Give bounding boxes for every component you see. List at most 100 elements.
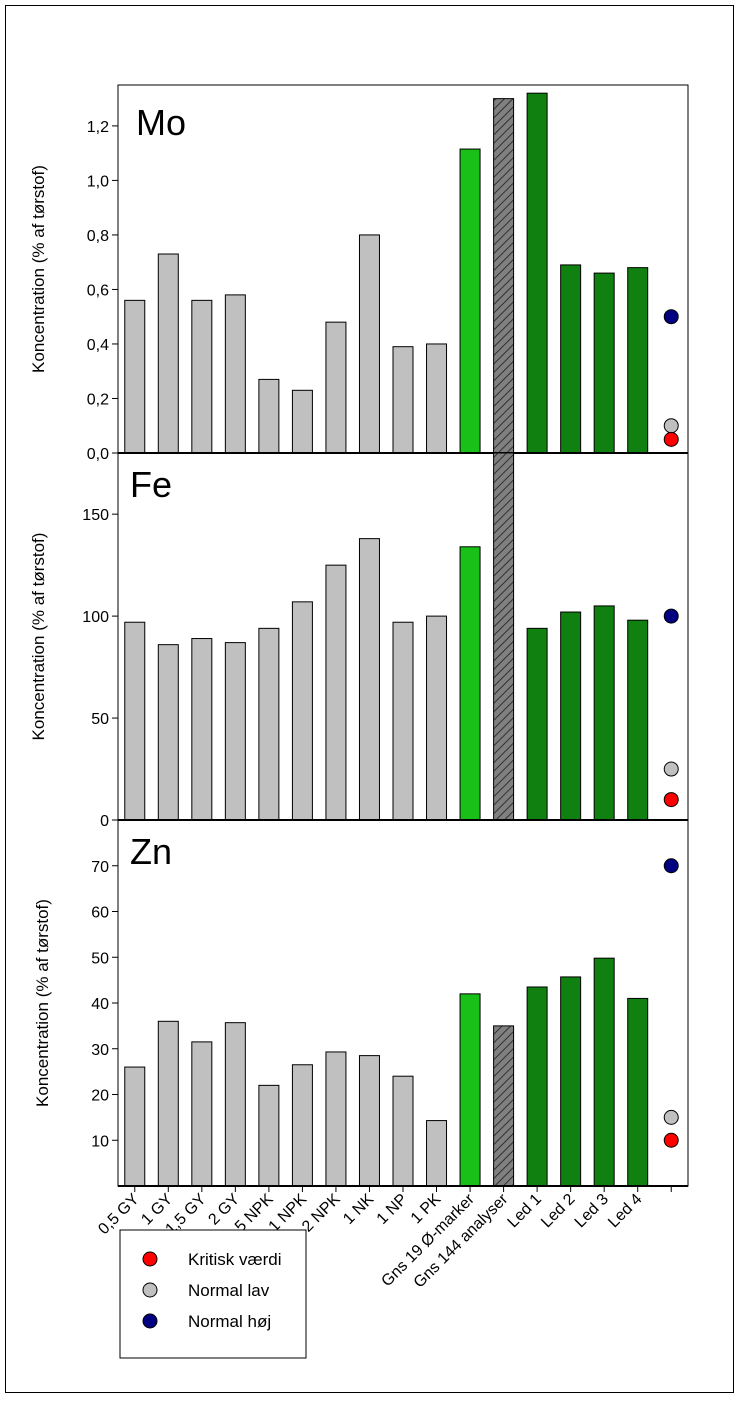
bar-mo-1 <box>124 299 146 454</box>
bar-zn-12 <box>493 1025 515 1187</box>
y-tick-label: 1,2 <box>87 119 109 136</box>
y-tick-label: 50 <box>91 711 109 728</box>
y-tick-label: 70 <box>91 859 109 876</box>
bar-zn-5 <box>258 1084 280 1187</box>
panel-zn: 10 20 30 40 50 60 70 Zn Koncentration (% af tørs… <box>33 819 689 1187</box>
panel-title: Mo <box>136 102 186 143</box>
bar-zn-10 <box>426 1120 448 1187</box>
y-tick-label: 20 <box>91 1088 109 1105</box>
reference-point-normal-høj <box>663 858 679 874</box>
bar-mo-10 <box>426 343 448 454</box>
x-tick-label: 1 NK <box>340 1191 377 1228</box>
bar-fe-11 <box>459 546 481 821</box>
legend-label: Normal lav <box>188 1281 270 1300</box>
bar-mo-4 <box>224 294 246 454</box>
bar-fe-12 <box>493 452 515 821</box>
bar-fe-8 <box>358 538 380 821</box>
y-tick-label: 150 <box>82 507 109 524</box>
bar-fe-14 <box>560 611 582 821</box>
y-tick-label: 0 <box>100 813 109 830</box>
y-tick-label: 0,2 <box>87 391 109 408</box>
panel-fe: 0 50 100 150 Fe Koncentration (% af tørstof) <box>29 452 689 830</box>
y-tick-label: 40 <box>91 996 109 1013</box>
panel-title: Zn <box>130 831 172 872</box>
bar-fe-13 <box>526 627 548 821</box>
x-tick-label: Led 4 <box>605 1191 645 1231</box>
bar-mo-6 <box>291 389 313 454</box>
bar-mo-7 <box>325 321 347 454</box>
legend-label: Normal høj <box>188 1312 271 1331</box>
bar-fe-15 <box>593 605 615 821</box>
outer-border <box>5 5 734 1393</box>
bar-zn-11 <box>459 993 481 1187</box>
bar-mo-2 <box>157 253 179 454</box>
bar-fe-2 <box>157 644 179 821</box>
y-tick-label: 100 <box>82 609 109 626</box>
bar-zn-8 <box>358 1055 380 1187</box>
bar-fe-5 <box>258 627 280 821</box>
reference-point-kritisk-værdi <box>663 792 679 808</box>
bar-fe-10 <box>426 615 448 821</box>
y-tick-label: 0,4 <box>87 337 109 354</box>
x-tick-label: 1 NP <box>374 1191 411 1228</box>
bar-mo-5 <box>258 378 280 454</box>
reference-point-normal-høj <box>663 608 679 624</box>
legend: Kritisk værdi Normal lav Normal høj <box>119 1229 307 1359</box>
bar-zn-1 <box>124 1066 146 1187</box>
bar-fe-9 <box>392 621 414 821</box>
y-axis-label: Koncentration (% af tørstof) <box>33 899 52 1107</box>
x-tick-label: Led 2 <box>538 1191 578 1231</box>
bar-mo-16 <box>627 267 649 454</box>
reference-point-kritisk-værdi <box>663 1132 679 1148</box>
bar-mo-15 <box>593 272 615 454</box>
reference-point-normal-lav <box>663 1109 679 1125</box>
y-tick-label: 0,0 <box>87 446 109 463</box>
legend-marker <box>142 1251 158 1267</box>
bar-zn-2 <box>157 1020 179 1187</box>
x-tick-label: Led 1 <box>505 1191 545 1231</box>
y-tick-label: 0,8 <box>87 228 109 245</box>
bar-fe-6 <box>291 601 313 821</box>
bar-mo-8 <box>358 234 380 454</box>
bar-zn-15 <box>593 957 615 1187</box>
bar-zn-9 <box>392 1075 414 1187</box>
bar-zn-13 <box>526 986 548 1187</box>
y-tick-label: 30 <box>91 1042 109 1059</box>
reference-point-normal-lav <box>663 761 679 777</box>
bar-fe-4 <box>224 642 246 821</box>
bar-mo-12 <box>493 98 515 454</box>
bar-mo-11 <box>459 148 481 454</box>
bar-mo-13 <box>526 92 548 454</box>
y-tick-label: 10 <box>91 1133 109 1150</box>
bar-fe-7 <box>325 564 347 821</box>
bar-fe-3 <box>191 638 213 821</box>
y-tick-label: 0,6 <box>87 282 109 299</box>
y-axis-label: Koncentration (% af tørstof) <box>29 165 48 373</box>
panel-title: Fe <box>130 464 172 505</box>
y-tick-label: 1,0 <box>87 173 109 190</box>
reference-point-kritisk-værdi <box>663 431 679 447</box>
bar-zn-14 <box>560 976 582 1187</box>
bar-zn-16 <box>627 997 649 1187</box>
x-tick-label: Led 3 <box>572 1191 612 1231</box>
legend-marker <box>142 1282 158 1298</box>
reference-point-normal-lav <box>663 418 679 434</box>
reference-point-normal-høj <box>663 309 679 325</box>
bar-zn-4 <box>224 1022 246 1187</box>
legend-marker <box>142 1313 158 1329</box>
bar-fe-16 <box>627 619 649 821</box>
x-tick-label: 2 NPK <box>299 1191 344 1236</box>
panel-mo: 0,0 0,2 0,4 0,6 0,8 1,0 1,2 Mo Koncentration (% … <box>29 84 689 463</box>
legend-label: Kritisk værdi <box>188 1250 282 1269</box>
bar-zn-3 <box>191 1041 213 1187</box>
bar-mo-14 <box>560 264 582 454</box>
bar-mo-9 <box>392 346 414 454</box>
bar-fe-1 <box>124 621 146 821</box>
bar-zn-6 <box>291 1064 313 1187</box>
bar-zn-7 <box>325 1051 347 1187</box>
y-tick-label: 60 <box>91 905 109 922</box>
bar-mo-3 <box>191 299 213 454</box>
y-axis-label: Koncentration (% af tørstof) <box>29 533 48 741</box>
